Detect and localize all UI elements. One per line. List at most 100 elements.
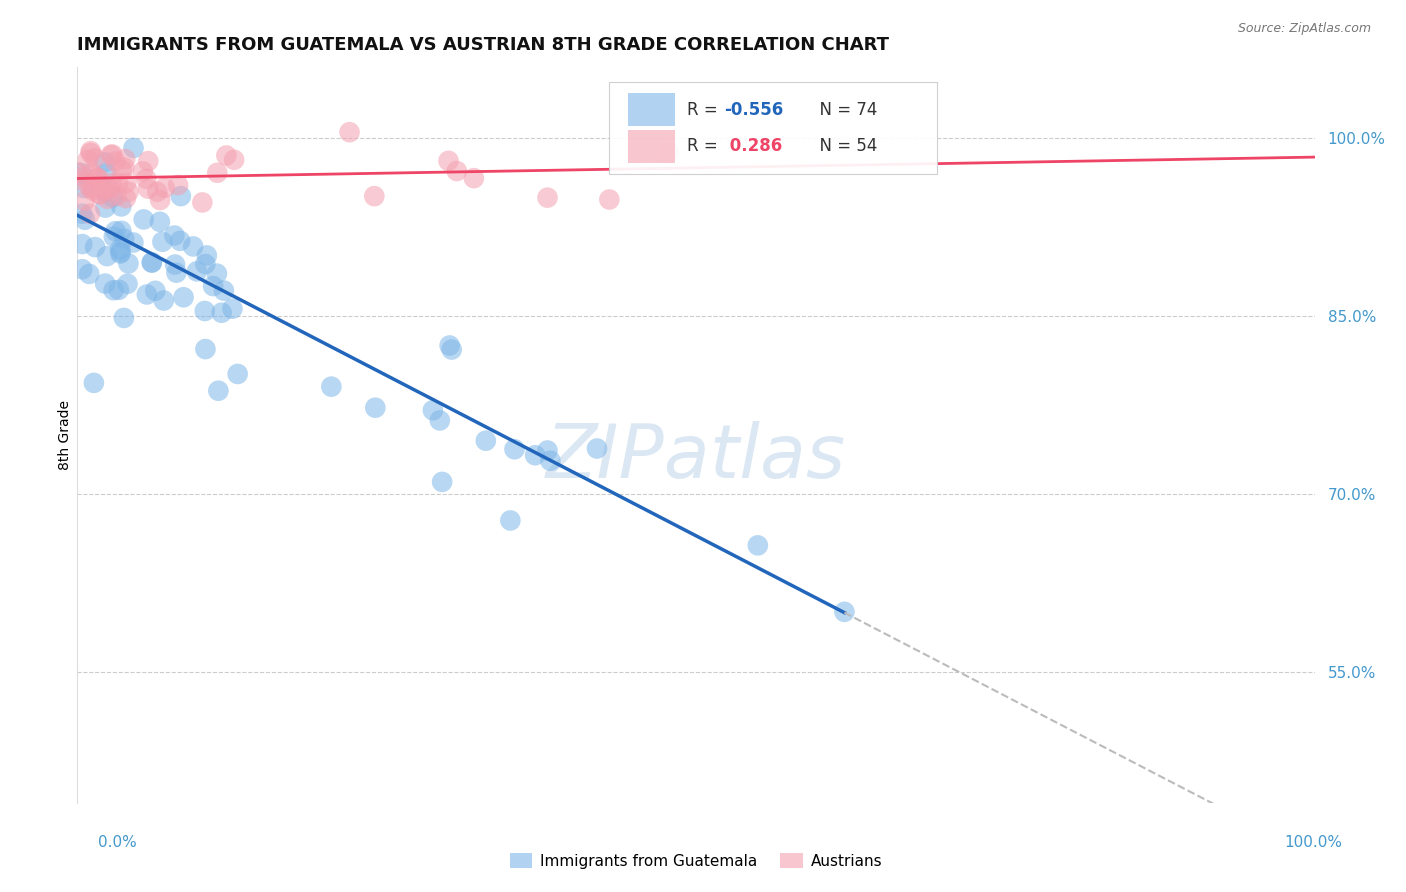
Point <box>205 267 228 281</box>
Point <box>104 154 127 169</box>
Point <box>132 164 155 178</box>
Point <box>117 256 139 270</box>
Point <box>439 338 461 352</box>
Point <box>136 154 159 169</box>
Point <box>221 301 243 316</box>
Point <box>536 191 558 205</box>
Text: R =: R = <box>688 137 723 155</box>
Point <box>136 182 159 196</box>
Point <box>117 185 139 199</box>
Point <box>76 153 98 167</box>
Point <box>141 255 163 269</box>
Point <box>499 513 522 527</box>
Point <box>82 184 104 198</box>
Point <box>135 171 157 186</box>
Point <box>149 215 172 229</box>
Point <box>149 193 172 207</box>
Point <box>169 234 191 248</box>
Point <box>94 201 117 215</box>
Point <box>94 166 117 180</box>
Point <box>103 229 125 244</box>
Point <box>170 189 193 203</box>
Point <box>437 153 460 168</box>
Point <box>70 166 93 180</box>
Point <box>339 125 361 139</box>
Point <box>110 245 132 260</box>
Point <box>98 181 121 195</box>
Point <box>194 304 217 318</box>
Point <box>181 239 204 253</box>
Text: 0.286: 0.286 <box>724 137 783 155</box>
Point <box>112 310 135 325</box>
Point <box>66 165 89 179</box>
Point <box>117 277 139 291</box>
Point <box>747 538 769 552</box>
Point <box>111 162 134 177</box>
Point <box>207 384 229 398</box>
Point <box>100 176 122 190</box>
Point <box>165 266 187 280</box>
Text: N = 74: N = 74 <box>808 101 877 119</box>
Point <box>73 181 96 195</box>
Point <box>586 442 609 456</box>
Point <box>524 448 547 462</box>
Point <box>105 188 128 202</box>
Point <box>122 141 145 155</box>
Text: 100.0%: 100.0% <box>1285 836 1343 850</box>
Point <box>475 434 498 448</box>
Point <box>72 174 94 188</box>
Point <box>167 178 190 192</box>
Point <box>135 287 157 301</box>
Point <box>110 224 132 238</box>
Point <box>153 181 176 195</box>
Point <box>72 262 94 277</box>
Point <box>211 306 233 320</box>
Point <box>82 180 104 194</box>
Point <box>321 379 343 393</box>
Point <box>191 195 214 210</box>
Point <box>83 151 105 165</box>
Point <box>115 176 138 190</box>
Point <box>152 235 174 249</box>
Point <box>536 443 558 458</box>
Point <box>94 155 117 169</box>
Point <box>73 212 96 227</box>
Point <box>108 242 131 256</box>
Point <box>96 249 118 263</box>
Point <box>96 192 118 206</box>
Point <box>89 187 111 202</box>
Point <box>207 166 229 180</box>
Point <box>84 240 107 254</box>
Point <box>79 146 101 161</box>
Text: N = 54: N = 54 <box>808 137 877 155</box>
Point <box>440 343 463 357</box>
Point <box>114 152 136 166</box>
Point <box>202 279 225 293</box>
Point <box>72 237 94 252</box>
Point <box>146 185 169 199</box>
Point <box>103 283 125 297</box>
Point <box>598 193 620 207</box>
Point <box>73 194 96 208</box>
Point <box>195 248 218 262</box>
Point <box>101 190 124 204</box>
Point <box>422 403 444 417</box>
Point <box>363 189 385 203</box>
Point <box>89 187 111 202</box>
Text: ZIPatlas: ZIPatlas <box>546 421 846 493</box>
Point <box>186 264 208 278</box>
Point <box>101 147 124 161</box>
Legend: Immigrants from Guatemala, Austrians: Immigrants from Guatemala, Austrians <box>509 853 883 869</box>
Point <box>446 164 468 178</box>
Text: 0.0%: 0.0% <box>98 836 138 850</box>
Point <box>226 367 249 381</box>
Text: R =: R = <box>688 101 723 119</box>
Point <box>503 442 526 457</box>
Point <box>107 176 129 190</box>
Point <box>110 199 132 213</box>
Point <box>104 224 127 238</box>
Point <box>122 235 145 250</box>
Point <box>212 284 235 298</box>
Point <box>364 401 387 415</box>
Point <box>194 342 217 356</box>
